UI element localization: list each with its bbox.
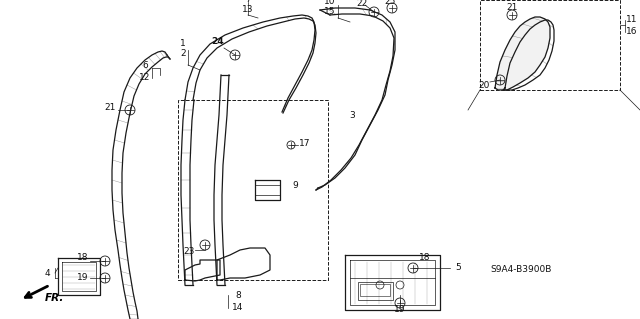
Bar bbox=[480, 0, 620, 90]
Text: 21: 21 bbox=[104, 103, 116, 113]
Text: 15: 15 bbox=[324, 8, 336, 17]
Text: 6: 6 bbox=[142, 61, 148, 70]
Text: 18: 18 bbox=[419, 254, 431, 263]
Text: 23: 23 bbox=[183, 248, 195, 256]
Bar bbox=[358, 282, 393, 300]
Text: 7: 7 bbox=[245, 0, 251, 4]
Bar bbox=[178, 100, 328, 280]
Text: 14: 14 bbox=[232, 302, 244, 311]
Text: 8: 8 bbox=[235, 291, 241, 300]
Text: 19: 19 bbox=[394, 306, 406, 315]
Text: 25: 25 bbox=[384, 0, 396, 5]
Text: 9: 9 bbox=[292, 181, 298, 189]
Text: 21: 21 bbox=[506, 4, 518, 12]
Text: 16: 16 bbox=[627, 27, 637, 36]
Text: 1: 1 bbox=[180, 40, 186, 48]
Text: FR.: FR. bbox=[45, 293, 65, 303]
Text: 5: 5 bbox=[455, 263, 461, 272]
Text: 12: 12 bbox=[140, 73, 150, 83]
Text: 17: 17 bbox=[300, 138, 311, 147]
Bar bbox=[360, 284, 390, 296]
Text: 19: 19 bbox=[77, 273, 89, 283]
Text: 13: 13 bbox=[243, 4, 253, 13]
Text: S9A4-B3900B: S9A4-B3900B bbox=[490, 265, 552, 275]
Text: 11: 11 bbox=[627, 16, 637, 25]
Text: 10: 10 bbox=[324, 0, 336, 6]
Text: 18: 18 bbox=[77, 254, 89, 263]
Text: 24: 24 bbox=[212, 38, 224, 47]
Text: 20: 20 bbox=[478, 80, 490, 90]
Text: 3: 3 bbox=[349, 110, 355, 120]
Text: 4: 4 bbox=[44, 269, 50, 278]
Text: 2: 2 bbox=[180, 49, 186, 58]
Polygon shape bbox=[495, 17, 550, 90]
Text: 22: 22 bbox=[356, 0, 367, 8]
